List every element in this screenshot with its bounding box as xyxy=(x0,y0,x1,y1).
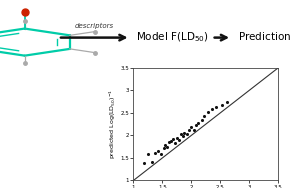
Point xyxy=(155,150,160,153)
Point xyxy=(180,135,185,138)
Point xyxy=(171,137,175,140)
Point xyxy=(182,132,187,135)
Point xyxy=(186,128,191,131)
Point xyxy=(179,133,183,136)
Point xyxy=(142,162,146,165)
Point xyxy=(175,136,179,139)
Point xyxy=(173,142,177,145)
Y-axis label: predicted Log(LD$_{50}$)$^{-1}$: predicted Log(LD$_{50}$)$^{-1}$ xyxy=(108,89,118,159)
Point xyxy=(196,121,201,124)
Point xyxy=(194,124,198,127)
Point xyxy=(219,103,224,106)
Point xyxy=(200,118,204,121)
Point xyxy=(213,106,218,109)
Point xyxy=(159,153,164,156)
Point xyxy=(165,145,169,148)
Point xyxy=(205,110,210,113)
Text: descriptors: descriptors xyxy=(75,23,114,29)
Point xyxy=(150,160,154,163)
Point xyxy=(202,115,206,118)
Text: Prediction (LD$_{50}$): Prediction (LD$_{50}$) xyxy=(238,31,290,44)
Point xyxy=(192,128,197,131)
Point xyxy=(225,100,230,103)
Point xyxy=(189,126,194,129)
Point xyxy=(184,133,189,136)
Point xyxy=(153,151,158,154)
Point xyxy=(209,108,214,111)
Point xyxy=(176,138,181,141)
Point xyxy=(146,153,150,156)
Point xyxy=(167,141,172,144)
Point xyxy=(169,139,173,142)
Point xyxy=(161,146,166,149)
Point xyxy=(163,144,168,147)
Text: Model F(LD$_{50}$): Model F(LD$_{50}$) xyxy=(136,31,209,44)
